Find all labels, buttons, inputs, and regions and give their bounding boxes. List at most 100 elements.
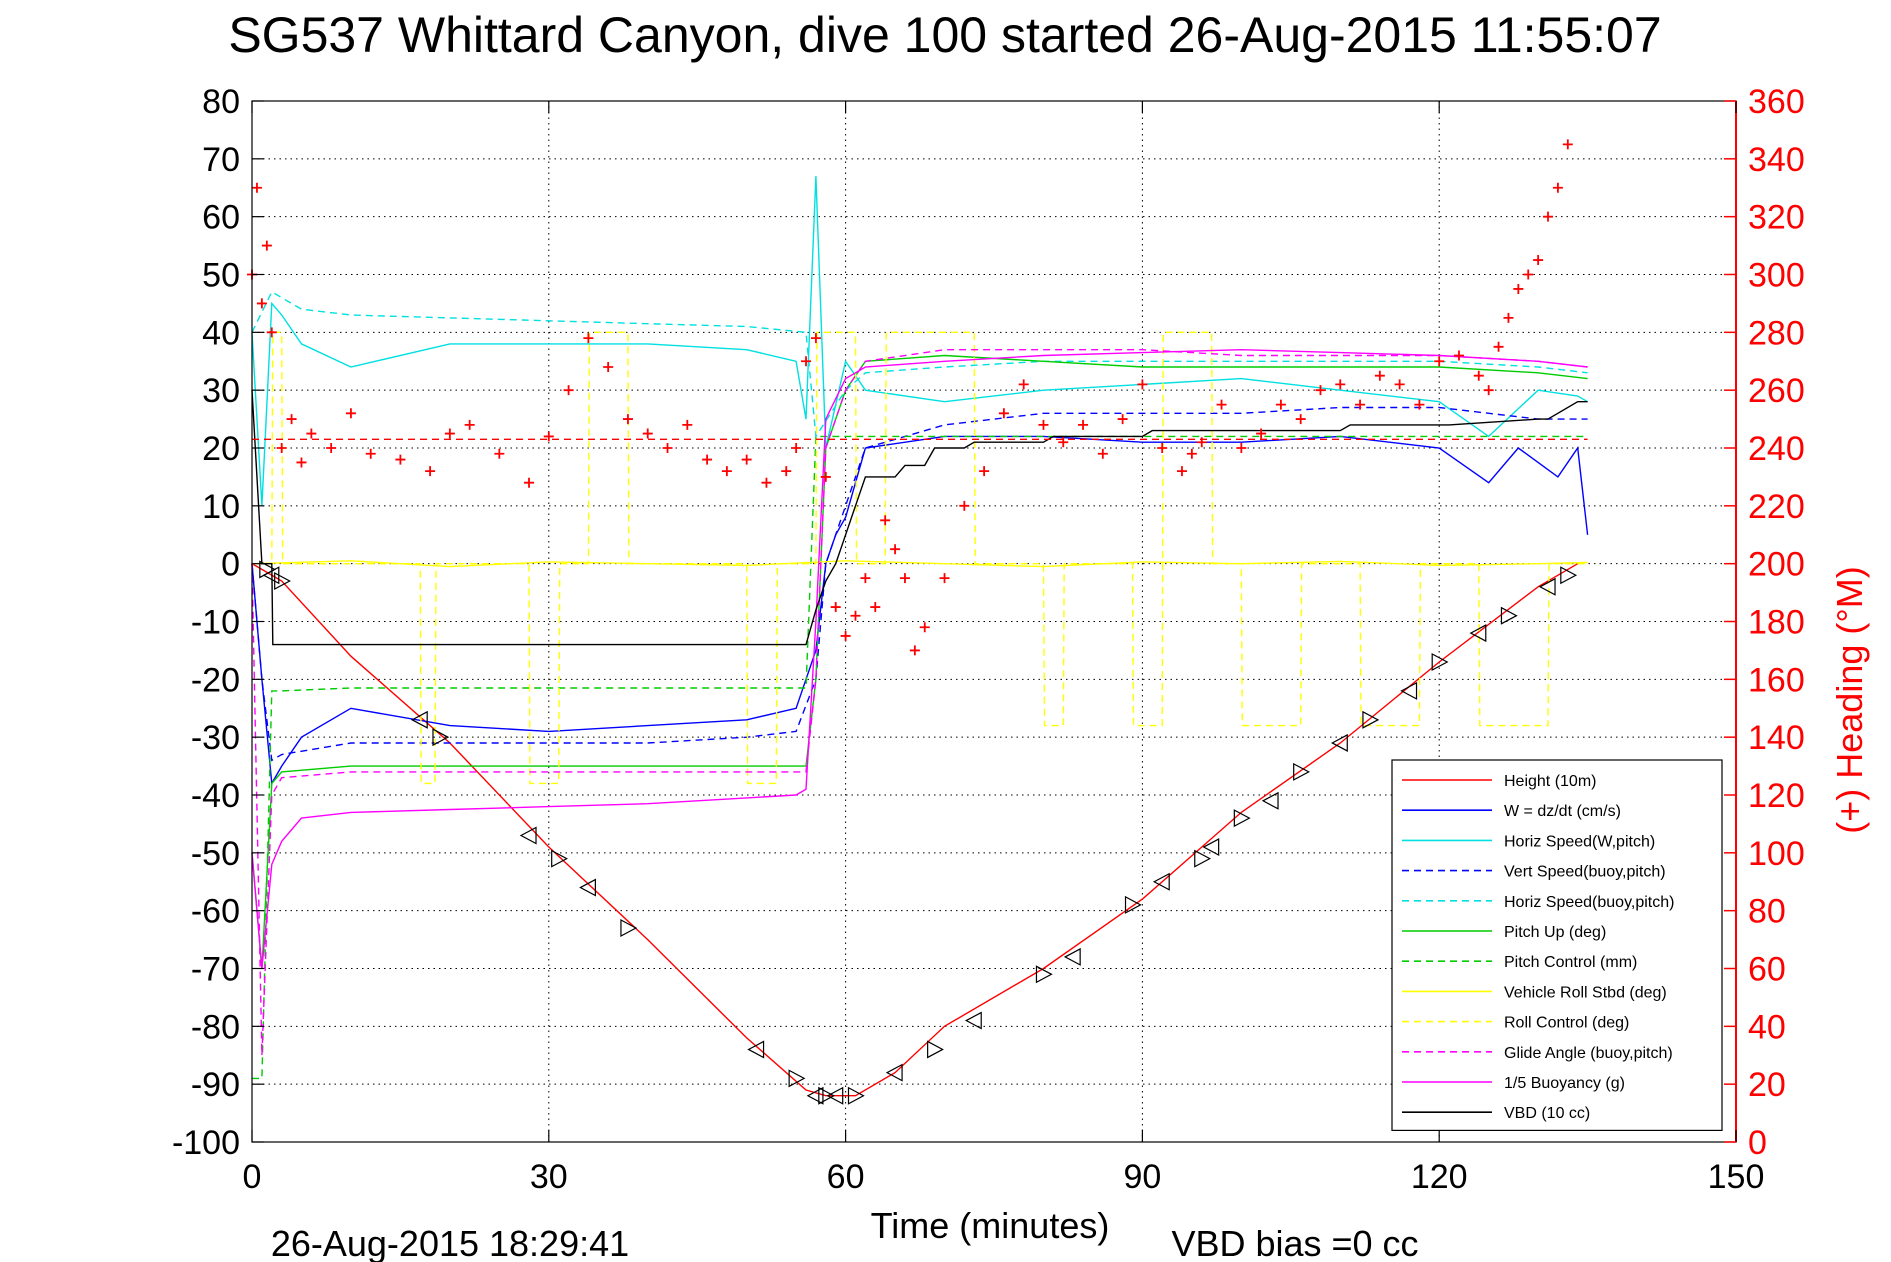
heading-marker [261,240,272,251]
heading-marker [850,610,861,621]
plot-series [247,139,1589,1105]
depth-marker [847,1086,865,1105]
depth-marker [747,1040,765,1059]
heading-marker [1216,399,1227,410]
depth-marker [432,728,450,747]
x-tick-label: 0 [243,1158,262,1196]
series-horiz-speed-w-pitch [251,176,1588,506]
heading-marker [899,573,910,584]
depth-marker [1035,965,1053,984]
y-tick-label-right: 160 [1748,661,1805,699]
heading-marker [880,515,891,526]
series-line [251,560,1588,568]
heading-marker [682,419,693,430]
legend-item: VBD (10 cc) [1504,1105,1590,1122]
heading-marker [781,466,792,477]
legend-item: Pitch Control (mm) [1504,954,1637,971]
y-tick-label-right: 120 [1748,777,1805,815]
y-tick-label-left: 50 [202,257,240,295]
heading-marker [425,466,436,477]
y-tick-label-right: 0 [1748,1124,1767,1162]
heading-marker [251,182,262,193]
heading-marker [1058,437,1069,448]
heading-marker [642,428,653,439]
heading-marker [860,573,871,584]
heading-marker [326,443,337,453]
legend-box [1391,759,1723,1131]
heading-marker [365,448,376,459]
series-line [251,563,1579,1097]
heading-marker [1552,182,1563,193]
series-depth-markers [259,560,1578,1105]
y-tick-label-right: 220 [1748,488,1805,526]
series-roll-control-deg [252,331,1588,785]
heading-marker [583,333,594,344]
heading-marker [801,356,812,367]
series-vbd-10-cc [251,390,1588,646]
heading-marker [919,622,930,633]
series-line [251,349,1588,1056]
depth-marker [1431,652,1449,671]
series-1-5-buoyancy-g [251,348,1588,969]
heading-marker [1157,443,1168,453]
depth-marker [1560,566,1578,585]
heading-marker [1137,379,1148,390]
depth-marker [964,1011,982,1030]
heading-marker [662,443,673,453]
depth-marker [1293,762,1310,781]
legend-item: Pitch Up (deg) [1504,924,1606,941]
series-line [251,348,1588,969]
heading-marker [1236,443,1247,453]
x-tick-label: 150 [1708,1158,1765,1196]
heading-marker [543,431,554,442]
heading-marker [1473,370,1484,381]
depth-marker [551,849,568,868]
x-axis-label: Time (minutes) [871,1205,1110,1246]
depth-marker [1194,849,1212,868]
depth-marker [1063,947,1081,966]
legend-item: Vert Speed(buoy,pitch) [1504,864,1666,881]
series-line [251,290,1588,439]
depth-marker [579,878,596,897]
legend-item: Horiz Speed(buoy,pitch) [1504,894,1674,911]
depth-marker [1500,606,1518,625]
depth-marker [620,919,638,938]
heading-marker [603,362,614,373]
series-height-10m [251,563,1579,1097]
heading-marker [820,471,831,482]
heading-marker [959,500,970,511]
legend-item: Horiz Speed(W,pitch) [1504,833,1655,850]
y-tick-label-left: -100 [172,1124,240,1162]
heading-marker [444,428,455,439]
series-line [251,406,1588,762]
heading-marker [1038,419,1049,430]
depth-marker [1152,872,1170,891]
depth-marker [410,710,428,729]
legend-item: Vehicle Roll Stbd (deg) [1504,984,1667,1001]
depth-marker [1124,895,1142,914]
heading-marker [1355,399,1366,410]
heading-marker [1117,414,1128,425]
y-tick-label-left: -60 [191,893,240,931]
legend-item: Height (10m) [1504,773,1596,790]
y-tick-label-right: 280 [1748,314,1805,352]
heading-marker [1176,466,1187,477]
heading-marker [1394,379,1405,390]
legend-item: 1/5 Buoyancy (g) [1504,1075,1625,1092]
legend-item: W = dz/dt (cm/s) [1504,803,1621,820]
heading-marker [256,298,267,309]
heading-marker [1513,283,1524,294]
heading-marker [276,443,287,453]
heading-marker [998,408,1009,419]
heading-marker [1562,139,1573,150]
y-tick-label-right: 140 [1748,719,1805,757]
heading-marker [979,466,990,477]
heading-marker [1315,385,1326,396]
heading-marker [1434,356,1445,367]
y-tick-label-right: 20 [1748,1066,1786,1104]
depth-marker [1469,624,1487,643]
axes: 0 30 60 90 120 15080706050403020100-10-20-30-… [172,83,1805,1196]
heading-marker [1533,255,1544,266]
heading-marker [1523,269,1534,280]
depth-marker [519,826,537,845]
